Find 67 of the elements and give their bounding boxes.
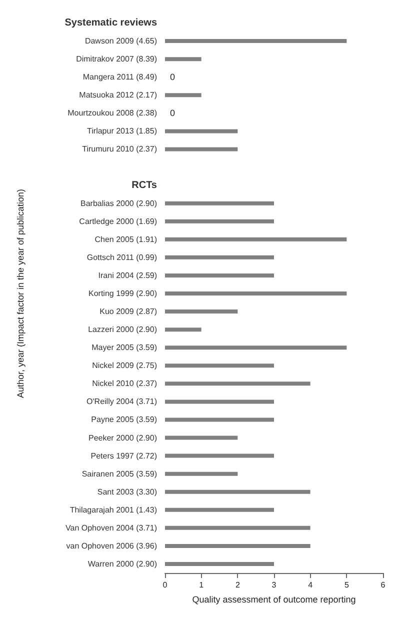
bar — [165, 400, 274, 404]
bar — [165, 526, 310, 530]
bar — [165, 436, 238, 440]
y-tick-label: Barbalias 2000 (2.90) — [80, 198, 158, 208]
y-tick-label: Nickel 2009 (2.75) — [92, 361, 158, 370]
x-tick-label: 3 — [272, 580, 277, 590]
y-tick-label: O'Reilly 2004 (3.71) — [86, 397, 158, 406]
y-tick-label: Kuo 2009 (2.87) — [100, 307, 158, 316]
bar — [165, 418, 274, 422]
y-tick-label: Mayer 2005 (3.59) — [92, 343, 158, 352]
x-tick-label: 5 — [344, 580, 350, 590]
bar — [165, 364, 274, 368]
bar — [165, 93, 202, 98]
bar — [165, 201, 274, 206]
y-tick-label: Sairanen 2005 (3.59) — [82, 469, 158, 478]
bar — [165, 472, 238, 476]
y-tick-label: Thilagarajah 2001 (1.43) — [70, 505, 158, 514]
bar — [165, 562, 274, 566]
bar — [165, 346, 347, 350]
bar — [165, 147, 238, 152]
x-tick-label: 2 — [235, 580, 240, 590]
y-tick-label: Nickel 2010 (2.37) — [92, 379, 158, 388]
bar — [165, 255, 274, 260]
y-tick-label: Peters 1997 (2.72) — [90, 451, 158, 460]
y-tick-label: Irani 2004 (2.59) — [98, 270, 158, 280]
y-tick-label: Tirlapur 2013 (1.85) — [87, 126, 158, 136]
bar — [165, 382, 310, 386]
x-tick-label: 4 — [308, 580, 314, 590]
y-axis-title: Author, year (Impact factor in the year of publication) — [16, 188, 26, 398]
y-tick-label: Lazzeri 2000 (2.90) — [88, 325, 158, 334]
y-tick-label: Peeker 2000 (2.90) — [88, 433, 158, 442]
y-tick-label: RCTs — [132, 180, 158, 191]
y-tick-label: van Ophoven 2006 (3.96) — [66, 541, 158, 550]
x-axis-title: Quality assessment of outcome reporting — [192, 594, 356, 604]
y-tick-label: Dimitrakov 2007 (8.39) — [76, 54, 158, 64]
y-tick-label: Tirumuru 2010 (2.37) — [82, 144, 158, 154]
y-tick-label: Chen 2005 (1.91) — [94, 234, 158, 244]
x-tick-label: 0 — [162, 580, 168, 590]
y-tick-label: Systematic reviews — [64, 18, 158, 29]
bar — [165, 544, 310, 548]
x-tick-label: 1 — [199, 580, 204, 590]
y-tick-label: Payne 2005 (3.59) — [91, 415, 158, 424]
y-tick-label: Mangera 2011 (8.49) — [82, 72, 158, 82]
bar — [165, 490, 310, 494]
bar — [165, 273, 274, 278]
y-tick-label: Korting 1999 (2.90) — [88, 289, 158, 298]
bar — [165, 454, 274, 458]
data-label: 0 — [170, 108, 176, 118]
y-tick-label: Gottsch 2011 (0.99) — [86, 252, 158, 262]
bar — [165, 219, 274, 224]
bar — [165, 292, 347, 296]
bar — [165, 39, 347, 44]
bar — [165, 508, 274, 512]
bar — [165, 328, 202, 332]
y-tick-label: Mourtzoukou 2008 (2.38) — [68, 108, 158, 118]
x-tick-label: 6 — [380, 580, 386, 590]
y-tick-label: Van Ophoven 2004 (3.71) — [66, 523, 158, 532]
data-label: 0 — [170, 72, 176, 82]
y-tick-label: Matsuoka 2012 (2.17) — [79, 90, 158, 100]
y-tick-label: Sant 2003 (3.30) — [97, 487, 158, 496]
y-tick-label: Cartledge 2000 (1.69) — [79, 216, 158, 226]
y-tick-label: Dawson 2009 (4.65) — [84, 36, 158, 46]
bar — [165, 129, 238, 134]
bar — [165, 57, 202, 62]
y-tick-label: Warren 2000 (2.90) — [88, 559, 158, 568]
bar — [165, 237, 347, 242]
bar — [165, 310, 238, 314]
